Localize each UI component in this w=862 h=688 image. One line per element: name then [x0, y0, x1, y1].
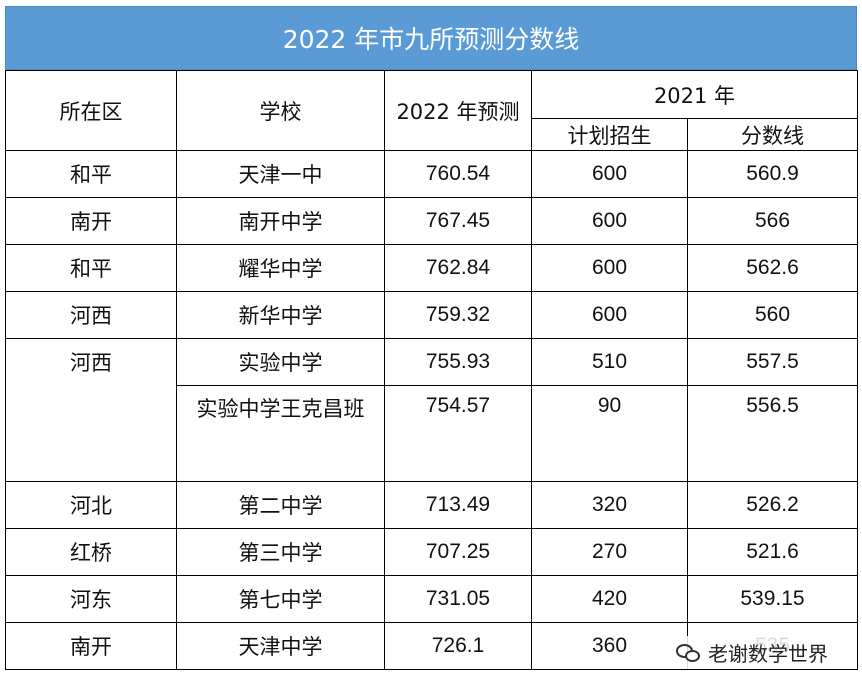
table-row: 河北 第二中学 713.49 320 526.2 — [5, 481, 858, 529]
table-row: 实验中学王克昌班 754.57 90 556.5 — [6, 385, 858, 482]
cell-plan: 600 — [531, 197, 688, 245]
cell-district: 南开 — [5, 622, 177, 670]
header-plan: 计划招生 — [531, 118, 688, 151]
cell-plan: 600 — [531, 150, 688, 198]
cell-forecast: 731.05 — [384, 575, 532, 623]
cell-school: 天津中学 — [176, 622, 385, 670]
watermark: 老谢数学世界 — [670, 636, 834, 669]
cell-plan: 600 — [531, 244, 688, 292]
cell-district: 河北 — [5, 481, 177, 529]
cell-score: 521.6 — [687, 528, 858, 576]
cell-plan: 320 — [531, 481, 688, 529]
cell-school: 第二中学 — [176, 481, 385, 529]
cell-school: 新华中学 — [176, 291, 385, 339]
table-row: 红桥 第三中学 707.25 270 521.6 — [5, 528, 858, 576]
header-school: 学校 — [176, 70, 385, 151]
cell-school: 耀华中学 — [176, 244, 385, 292]
table-row: 河西 实验中学 755.93 510 557.5 — [5, 338, 858, 482]
header-forecast: 2022 年预测 — [384, 70, 532, 151]
cell-plan: 420 — [531, 575, 688, 623]
cell-score: 560.9 — [687, 150, 858, 198]
cell-school: 天津一中 — [176, 150, 385, 198]
cell-forecast: 759.32 — [384, 291, 532, 339]
score-table-container: 2022 年市九所预测分数线 所在区 学校 2022 年预测 2021 年 计划… — [5, 6, 858, 670]
header-2021: 2021 年 — [531, 70, 858, 119]
wechat-icon — [676, 642, 702, 664]
cell-district: 河西 — [5, 338, 177, 482]
cell-score: 562.6 — [687, 244, 858, 292]
cell-score: 556.5 — [687, 385, 858, 482]
cell-district: 和平 — [5, 150, 177, 198]
table-row: 南开 南开中学 767.45 600 566 — [5, 197, 858, 245]
table-row: 和平 天津一中 760.54 600 560.9 — [5, 150, 858, 198]
table-title: 2022 年市九所预测分数线 — [5, 6, 857, 70]
table-row: 河西 新华中学 759.32 600 560 — [5, 291, 858, 339]
cell-plan: 360 — [531, 622, 688, 670]
cell-forecast: 760.54 — [384, 150, 532, 198]
score-table: 所在区 学校 2022 年预测 2021 年 计划招生 分数线 和平 天津一中 … — [5, 70, 858, 670]
cell-district: 南开 — [5, 197, 177, 245]
cell-score: 560 — [687, 291, 858, 339]
cell-school: 南开中学 — [176, 197, 385, 245]
watermark-text: 老谢数学世界 — [708, 642, 828, 666]
cell-school: 实验中学王克昌班 — [176, 385, 385, 482]
cell-forecast: 713.49 — [384, 481, 532, 529]
cell-forecast: 762.84 — [384, 244, 532, 292]
cell-score: 526.2 — [687, 481, 858, 529]
cell-district: 河西 — [5, 291, 177, 339]
cell-forecast: 707.25 — [384, 528, 532, 576]
cell-plan: 510 — [531, 338, 688, 386]
cell-school: 第三中学 — [176, 528, 385, 576]
cell-plan: 270 — [531, 528, 688, 576]
cell-plan: 600 — [531, 291, 688, 339]
cell-district: 和平 — [5, 244, 177, 292]
cell-forecast: 767.45 — [384, 197, 532, 245]
table-row: 河东 第七中学 731.05 420 539.15 — [5, 575, 858, 623]
cell-forecast: 726.1 — [384, 622, 532, 670]
cell-score: 566 — [687, 197, 858, 245]
header-district: 所在区 — [5, 70, 177, 151]
table-row: 和平 耀华中学 762.84 600 562.6 — [5, 244, 858, 292]
cell-score: 557.5 — [687, 338, 858, 386]
cell-school: 实验中学 — [176, 338, 385, 386]
cell-plan: 90 — [531, 385, 688, 482]
cell-score: 539.15 — [687, 575, 858, 623]
cell-school: 第七中学 — [176, 575, 385, 623]
header-score: 分数线 — [687, 118, 858, 151]
cell-district: 河东 — [5, 575, 177, 623]
cell-district: 红桥 — [5, 528, 177, 576]
cell-forecast: 754.57 — [384, 385, 532, 482]
cell-forecast: 755.93 — [384, 338, 532, 386]
